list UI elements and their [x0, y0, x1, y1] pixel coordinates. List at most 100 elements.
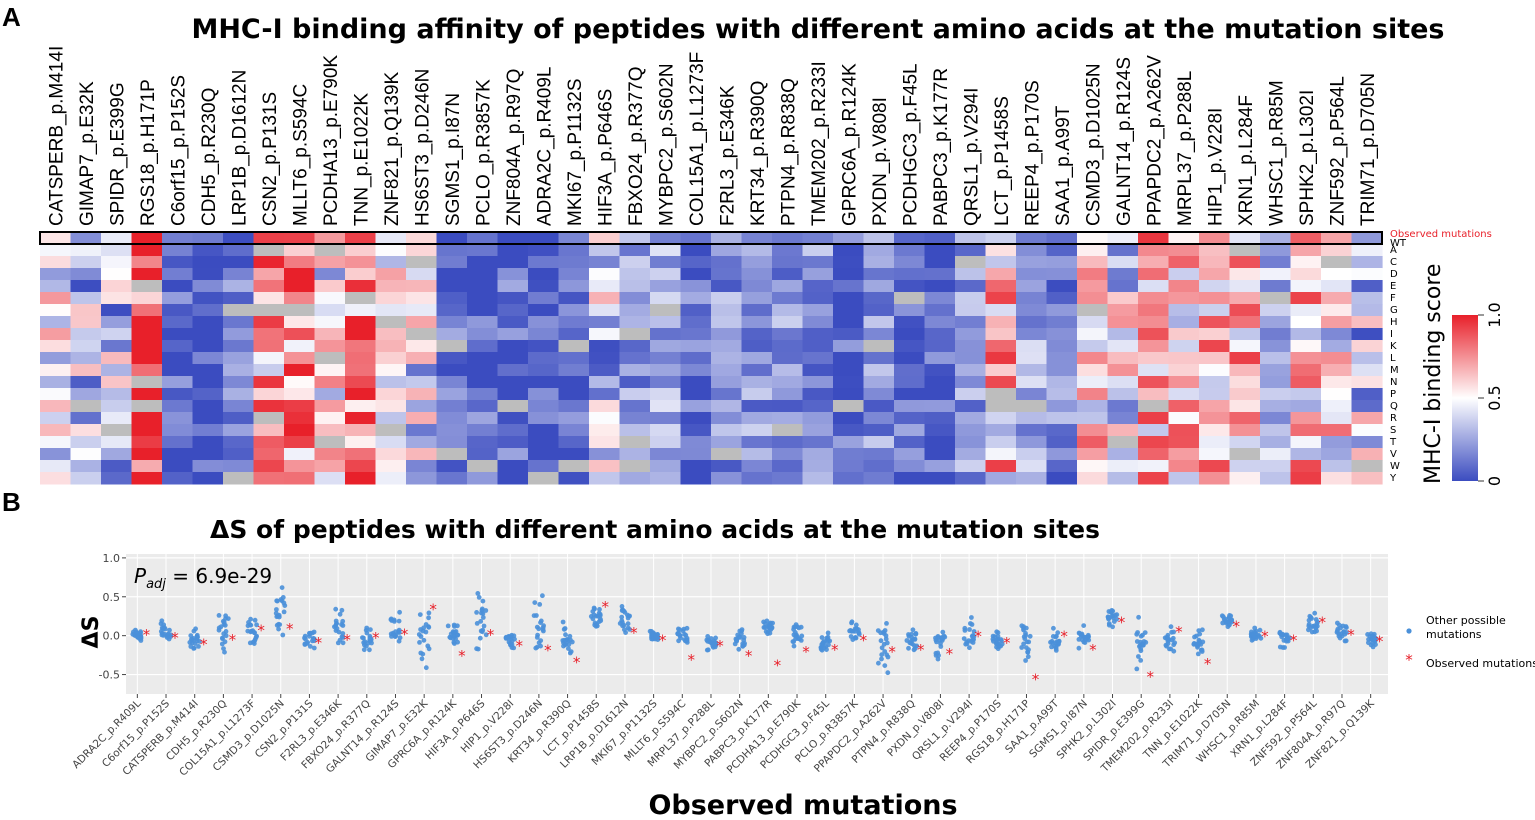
- scatter-point: [534, 613, 539, 618]
- scatter-point: [197, 639, 202, 644]
- heatmap-cell: [741, 472, 773, 485]
- scatter-point: [566, 642, 572, 647]
- heatmap-cell: [101, 340, 133, 353]
- heatmap-cell: [772, 400, 804, 413]
- heatmap-cell: [558, 304, 590, 317]
- heatmap-cell: [70, 232, 102, 245]
- heatmap-cell: [1199, 388, 1231, 401]
- heatmap-cell: [1229, 256, 1261, 269]
- heatmap-column-label: ZNF804A_p.R97Q: [504, 69, 525, 226]
- scatter-point: [967, 645, 972, 651]
- heatmap-cell: [711, 280, 743, 293]
- heatmap-cell: [589, 376, 621, 389]
- heatmap-cell: [223, 316, 255, 329]
- heatmap-cell: [1229, 448, 1261, 461]
- heatmap-column-label: C6orf15_p.P152S: [168, 75, 189, 226]
- heatmap-cell: [1107, 244, 1139, 257]
- scatter-point: [1168, 624, 1174, 630]
- heatmap-column-label: SAA1_p.A99T: [1053, 105, 1074, 226]
- heatmap-cell: [985, 472, 1017, 485]
- heatmap-cell: [589, 448, 621, 461]
- scatter-point: [764, 618, 770, 624]
- heatmap-cell: [1107, 472, 1139, 485]
- scatter-point: [1165, 632, 1171, 638]
- scatter-point: [1140, 642, 1146, 648]
- heatmap-cell: [1290, 448, 1322, 461]
- scatter-point: [971, 634, 977, 639]
- scatter-point: [164, 635, 170, 640]
- heatmap-cell: [955, 280, 987, 293]
- observed-marker: *: [458, 647, 466, 665]
- heatmap-column-label: CSN2_p.P131S: [260, 92, 281, 226]
- heatmap-cell: [894, 244, 926, 257]
- observed-marker: *: [143, 626, 151, 644]
- scatter-point: [368, 627, 373, 632]
- heatmap-cell: [70, 424, 102, 437]
- heatmap-cell: [1046, 232, 1078, 245]
- heatmap-row-label: R: [1390, 413, 1397, 424]
- heatmap-cell: [863, 268, 895, 281]
- heatmap-cell: [1321, 292, 1353, 305]
- heatmap-cell: [833, 280, 865, 293]
- heatmap-cell: [1168, 340, 1200, 353]
- heatmap-cell: [70, 400, 102, 413]
- heatmap-column-label: COL15A1_p.L1273F: [687, 52, 708, 226]
- scatter-point: [1106, 615, 1111, 621]
- scatter-point: [479, 610, 484, 616]
- scatter-point: [540, 593, 545, 599]
- heatmap-column-label: TRIM71_p.D705N: [1358, 73, 1379, 226]
- colorbar: [1452, 315, 1478, 481]
- heatmap-cell: [1321, 448, 1353, 461]
- scatter-point: [882, 649, 888, 654]
- heatmap-cell: [1351, 448, 1383, 461]
- heatmap-cell: [985, 244, 1017, 257]
- heatmap-cell: [1260, 256, 1292, 269]
- heatmap-cell: [40, 400, 72, 413]
- heatmap-cell: [1199, 244, 1231, 257]
- scatter-xticks: ADRA2C_p.R409LC6orf15_p.P152SCATSPERB_p.…: [70, 694, 1378, 779]
- heatmap-cell: [955, 412, 987, 425]
- heatmap-cell: [1290, 472, 1322, 485]
- heatmap-cell: [375, 412, 407, 425]
- heatmap-cell: [1290, 328, 1322, 341]
- heatmap-cell: [680, 316, 712, 329]
- scatter-point: [1138, 658, 1144, 663]
- heatmap-cell: [467, 412, 499, 425]
- heatmap-cell: [497, 304, 529, 317]
- heatmap-cell: [680, 244, 712, 257]
- heatmap-cell: [589, 280, 621, 293]
- scatter-point: [588, 614, 594, 619]
- heatmap-cell: [772, 232, 804, 245]
- heatmap-cell: [70, 460, 102, 473]
- heatmap-row-label: A: [1390, 245, 1397, 256]
- scatter-point: [704, 647, 710, 653]
- heatmap-cell: [894, 376, 926, 389]
- observed-marker: *: [602, 598, 610, 616]
- heatmap-cell: [985, 328, 1017, 341]
- heatmap-cell: [284, 304, 316, 317]
- heatmap-cell: [680, 412, 712, 425]
- heatmap-cell: [528, 232, 560, 245]
- padj-value: = 6.9e-29: [166, 564, 272, 588]
- heatmap-cell: [955, 448, 987, 461]
- heatmap-cell: [1016, 364, 1048, 377]
- observed-marker: *: [1003, 634, 1011, 652]
- scatter-point: [367, 647, 372, 653]
- scatter-point: [849, 619, 855, 625]
- heatmap-cell: [192, 232, 224, 245]
- heatmap-cell: [1046, 244, 1078, 257]
- heatmap-cell: [436, 460, 468, 473]
- heatmap-cell: [528, 316, 560, 329]
- heatmap-column-label: GPRC6A_p.R124K: [839, 63, 860, 226]
- heatmap-cell: [345, 460, 377, 473]
- scatter-point: [509, 641, 515, 647]
- scatter-point: [274, 598, 280, 604]
- scatter-point: [1140, 632, 1145, 638]
- heatmap-cell: [1321, 244, 1353, 257]
- heatmap-cell: [1260, 340, 1292, 353]
- heatmap-cell: [1138, 364, 1170, 377]
- scatter-point: [481, 623, 487, 629]
- heatmap-cell: [833, 268, 865, 281]
- scatter-point: [1051, 625, 1056, 631]
